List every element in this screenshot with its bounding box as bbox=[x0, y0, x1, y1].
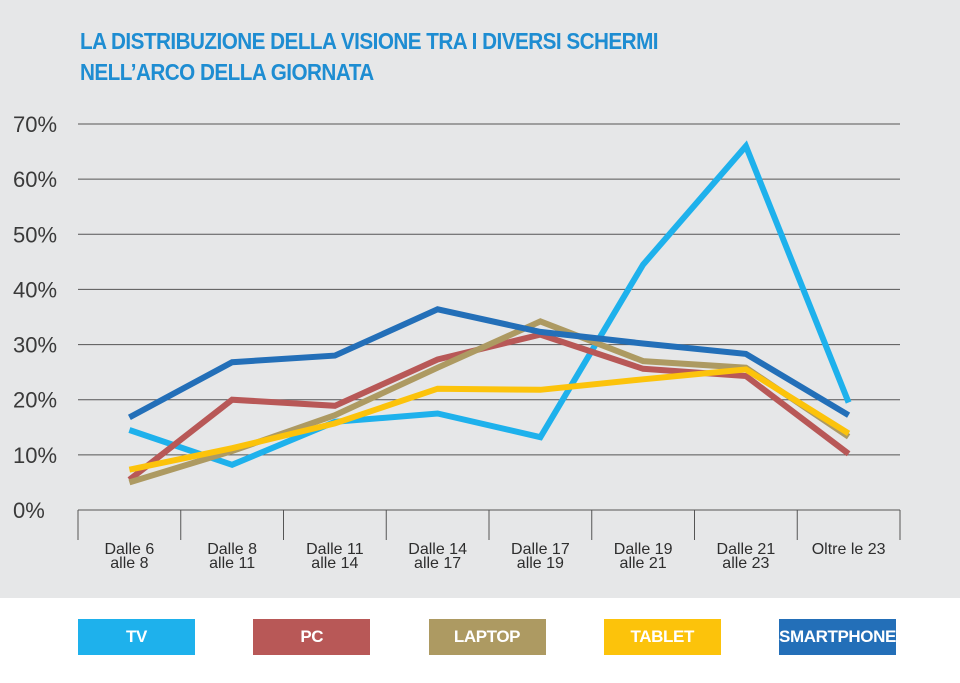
x-tick-label: Dalle 6 alle 8 bbox=[104, 541, 154, 572]
x-tick-label-line: Dalle 21 bbox=[717, 541, 776, 558]
y-tick-label: 20% bbox=[13, 388, 57, 413]
x-tick-label-line: alle 23 bbox=[722, 555, 769, 572]
x-tick-label: Oltre le 23 bbox=[812, 541, 886, 558]
legend: TV PC LAPTOP TABLET SMARTPHONE bbox=[0, 619, 960, 655]
x-tick-label-line: alle 21 bbox=[620, 555, 667, 572]
legend-item-smartphone: SMARTPHONE bbox=[779, 619, 896, 655]
legend-item-tablet: TABLET bbox=[603, 619, 721, 655]
x-tick-label: Dalle 8 alle 11 bbox=[207, 541, 257, 572]
legend-item-pc: PC bbox=[253, 619, 371, 655]
series-line-tv bbox=[128, 140, 852, 469]
x-tick-label-line: Dalle 14 bbox=[408, 541, 467, 558]
x-tick-label: Dalle 17 alle 19 bbox=[511, 541, 570, 572]
x-tick-label-line: Oltre le 23 bbox=[812, 541, 886, 558]
x-tick-label-line: alle 19 bbox=[517, 555, 564, 572]
y-tick-label: 60% bbox=[13, 167, 57, 192]
x-tick-label-line: Dalle 19 bbox=[614, 541, 673, 558]
series-lines bbox=[127, 140, 852, 486]
y-tick-label: 70% bbox=[13, 112, 57, 137]
x-tick-label: Dalle 11 alle 14 bbox=[306, 541, 364, 572]
legend-item-tv: TV bbox=[78, 619, 195, 655]
x-tick-label-line: alle 8 bbox=[110, 555, 148, 572]
chart-title-line: LA DISTRIBUZIONE DELLA VISIONE TRA I DIV… bbox=[80, 28, 659, 54]
y-tick-label: 10% bbox=[13, 443, 57, 468]
x-tick-label-line: Dalle 6 bbox=[104, 541, 154, 558]
x-tick-label-line: alle 17 bbox=[414, 555, 461, 572]
x-tick-label-line: alle 14 bbox=[311, 555, 358, 572]
y-tick-label: 30% bbox=[13, 333, 57, 358]
y-tick-label: 50% bbox=[13, 222, 57, 247]
x-tick-label-line: Dalle 11 bbox=[306, 541, 364, 558]
chart-title: LA DISTRIBUZIONE DELLA VISIONE TRA I DIV… bbox=[80, 26, 659, 88]
y-tick-labels: 0% 10% 20% 30% 40% 50% 60% 70% bbox=[13, 112, 57, 523]
series-line-smartphone bbox=[127, 306, 851, 421]
legend-item-laptop: LAPTOP bbox=[428, 619, 546, 655]
x-tick-label-line: Dalle 8 bbox=[207, 541, 257, 558]
series-line-tablet bbox=[128, 366, 851, 473]
x-tick-label-line: alle 11 bbox=[209, 555, 255, 572]
x-tick-label-line: Dalle 17 bbox=[511, 541, 570, 558]
x-tick-label: Dalle 14 alle 17 bbox=[408, 541, 467, 572]
x-tick-label: Dalle 19 alle 21 bbox=[614, 541, 673, 572]
chart-title-line: NELL’ARCO DELLA GIORNATA bbox=[80, 59, 374, 85]
chart-panel: LA DISTRIBUZIONE DELLA VISIONE TRA I DIV… bbox=[0, 0, 960, 598]
line-chart: 0%10%20%30%40%50%60%70% Dalle 6 alle 8Dal… bbox=[13, 112, 901, 572]
y-tick-label: 40% bbox=[13, 277, 57, 302]
y-tick-label: 0% bbox=[13, 498, 45, 523]
x-tick-label: Dalle 21 alle 23 bbox=[717, 541, 776, 572]
